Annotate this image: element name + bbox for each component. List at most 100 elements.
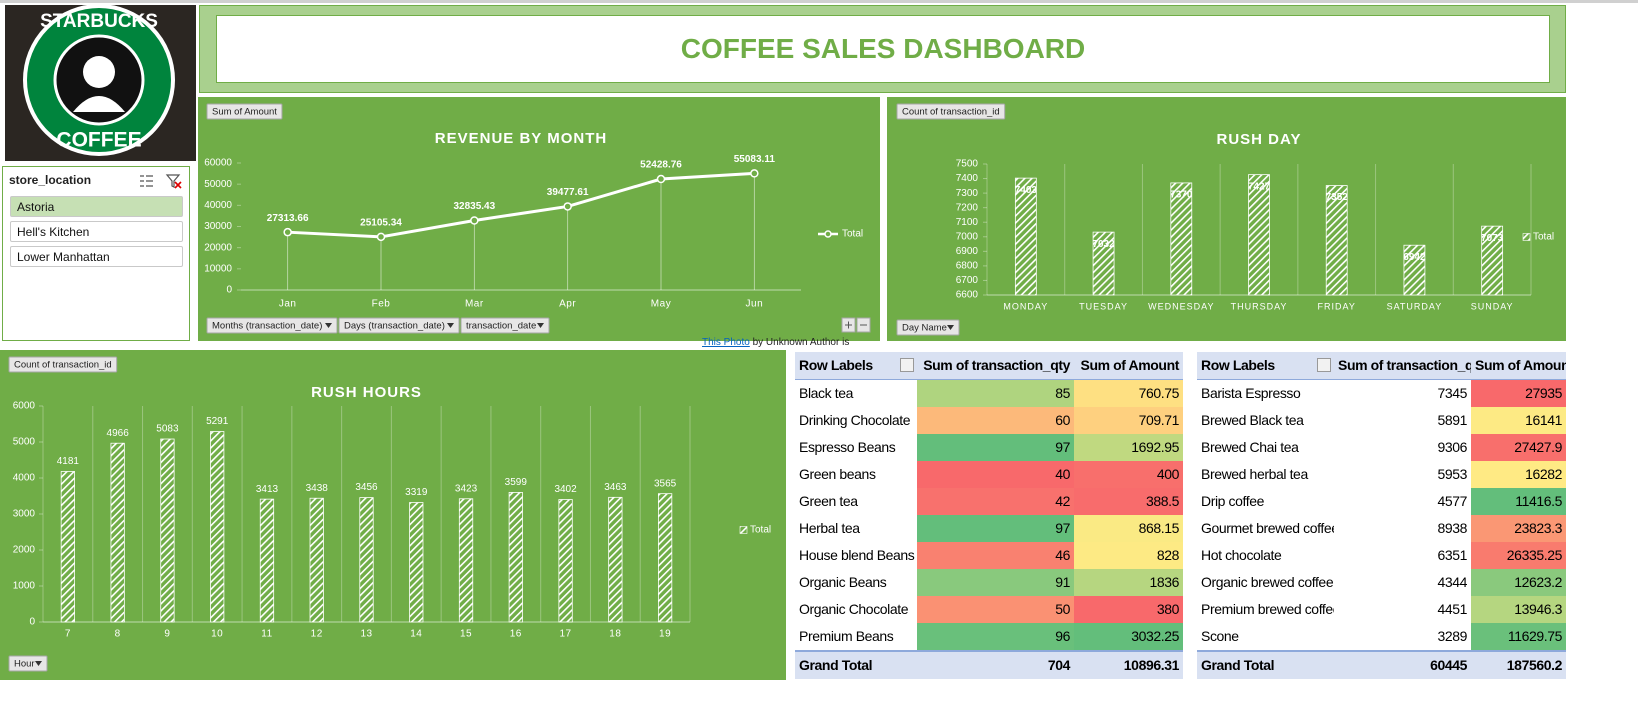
- x-tick-label: 9: [164, 629, 170, 640]
- button-bg[interactable]: [896, 103, 1006, 120]
- button-label[interactable]: Count of transaction_id: [14, 360, 112, 371]
- value-cell: 11416.5: [1471, 488, 1566, 515]
- y-tick-label: 7300: [956, 188, 979, 199]
- x-tick-label: 11: [261, 629, 272, 640]
- table-row: Premium brewed coffee 4451 13946.3: [1197, 596, 1566, 623]
- button-bg[interactable]: [896, 319, 960, 336]
- data-label: 4966: [107, 428, 130, 439]
- clear-filter-x[interactable]: [174, 181, 182, 189]
- slicer-item[interactable]: Lower Manhattan: [10, 246, 183, 267]
- field-button[interactable]: Count of transaction_id: [8, 356, 118, 373]
- x-tick-label: 14: [410, 629, 422, 640]
- table-row: House blend Beans 46 828: [795, 542, 1183, 569]
- multi-select-icon[interactable]: [140, 175, 153, 187]
- button-label[interactable]: Months (transaction_date): [212, 321, 322, 332]
- table-row: Green beans 40 400: [795, 461, 1183, 488]
- button-bg[interactable]: [206, 317, 338, 334]
- button-label[interactable]: Sum of Amount: [212, 107, 277, 118]
- button-bg[interactable]: [206, 103, 283, 120]
- data-label: 32835.43: [453, 201, 495, 212]
- x-tick-label: Jun: [746, 299, 764, 310]
- chart: REVENUE BY MONTH 0 10000 20000 30000 40000 500…: [198, 97, 880, 341]
- slicer-icons[interactable]: [139, 173, 183, 189]
- x-tick-label: Apr: [559, 299, 576, 310]
- title-box: COFFEE SALES DASHBOARD: [216, 15, 1550, 83]
- table-row: Drinking Chocolate 60 709.71: [795, 407, 1183, 434]
- filter-button[interactable]: Hour: [8, 655, 48, 672]
- filter-button[interactable]: Months (transaction_date): [206, 317, 338, 334]
- filter-button[interactable]: Days (transaction_date): [338, 317, 460, 334]
- button-bg[interactable]: [8, 655, 48, 672]
- filter-button[interactable]: Day Name: [896, 319, 960, 336]
- button-bg[interactable]: [338, 317, 460, 334]
- y-tick-label: 50000: [204, 179, 232, 190]
- logo: STARBUCKS COFFEE: [5, 4, 196, 161]
- attribution: This Photo by Unknown Author is: [702, 337, 849, 348]
- row-label: Green tea: [795, 488, 917, 515]
- data-label: 7370: [1170, 190, 1193, 201]
- row-label: Premium brewed coffee: [1197, 596, 1334, 623]
- button-label[interactable]: Count of transaction_id: [902, 107, 1000, 118]
- bar: [657, 493, 673, 623]
- y-tick-label: 10000: [204, 263, 232, 274]
- data-label: 5083: [156, 424, 179, 435]
- dropdown-arrow[interactable]: [947, 325, 954, 330]
- y-tick-label: 6700: [956, 275, 979, 286]
- table-row: Black tea 85 760.75: [795, 380, 1183, 407]
- filter-icon[interactable]: [1317, 358, 1331, 372]
- expand-icon[interactable]: [845, 321, 852, 329]
- y-tick-label: 40000: [204, 200, 232, 211]
- y-tick-label: 6600: [956, 290, 979, 301]
- slicer-item[interactable]: Astoria: [10, 196, 183, 217]
- header-cell: Row Labels: [1201, 357, 1275, 373]
- button-label[interactable]: Hour: [14, 659, 35, 670]
- table-row: Brewed herbal tea 5953 16282: [1197, 461, 1566, 488]
- logo-siren-body: [73, 96, 125, 112]
- dropdown-arrow[interactable]: [537, 323, 544, 328]
- chart: RUSH HOURS 0 1000 2000 3000 4000 5000 6000 7 8 9 10…: [0, 350, 786, 680]
- table-row: Premium Beans 96 3032.25: [795, 623, 1183, 650]
- y-tick-label: 7000: [956, 231, 979, 242]
- field-button[interactable]: Count of transaction_id: [896, 103, 1006, 120]
- data-label: 3413: [256, 484, 279, 495]
- total-row: Grand Total 60445 187560.2: [1197, 650, 1566, 679]
- x-tick-label: 12: [311, 629, 323, 640]
- x-tick-label: 13: [360, 629, 372, 640]
- dropdown-arrow[interactable]: [35, 661, 42, 666]
- table-row: Scone 3289 11629.75: [1197, 623, 1566, 650]
- table-row: Organic brewed coffee 4344 12623.2: [1197, 569, 1566, 596]
- row-label: Drip coffee: [1197, 488, 1334, 515]
- x-tick-label: Mar: [465, 299, 484, 310]
- field-button[interactable]: Sum of Amount: [206, 103, 283, 120]
- slicer-item[interactable]: Hell's Kitchen: [10, 221, 183, 242]
- x-tick-label: 16: [510, 629, 522, 640]
- filter-button[interactable]: transaction_date: [460, 317, 550, 334]
- clear-filter-icon[interactable]: [165, 174, 181, 188]
- button-label[interactable]: Days (transaction_date): [344, 321, 445, 332]
- value-cell: 42: [917, 488, 1074, 515]
- x-tick-label: 19: [659, 629, 671, 640]
- x-tick-label: 10: [211, 629, 223, 640]
- chart-panel: [887, 97, 1566, 341]
- x-tick-label: 18: [609, 629, 621, 640]
- table-row: Hot chocolate 6351 26335.25: [1197, 542, 1566, 569]
- x-tick-label: May: [651, 299, 671, 310]
- dropdown-arrow[interactable]: [325, 323, 332, 328]
- point: [656, 174, 666, 184]
- header-cell: Sum of Amount: [1475, 357, 1566, 373]
- data-label: 25105.34: [360, 218, 402, 229]
- header-cell: Sum of Amount: [1080, 357, 1180, 373]
- button-bg[interactable]: [460, 317, 550, 334]
- title-banner: COFFEE SALES DASHBOARD: [199, 5, 1566, 93]
- value-cell: 50: [917, 596, 1074, 623]
- row-label: Gourmet brewed coffee: [1197, 515, 1334, 542]
- legend-label: Total: [1533, 232, 1554, 243]
- point: [563, 202, 572, 211]
- filter-icon[interactable]: [900, 358, 914, 372]
- button-label[interactable]: Day Name: [902, 323, 947, 334]
- dropdown-arrow[interactable]: [447, 323, 454, 328]
- button-label[interactable]: transaction_date: [466, 321, 536, 332]
- attribution-link[interactable]: This Photo: [702, 337, 750, 348]
- data-label: 7403: [1015, 185, 1038, 196]
- button-bg[interactable]: [8, 356, 118, 373]
